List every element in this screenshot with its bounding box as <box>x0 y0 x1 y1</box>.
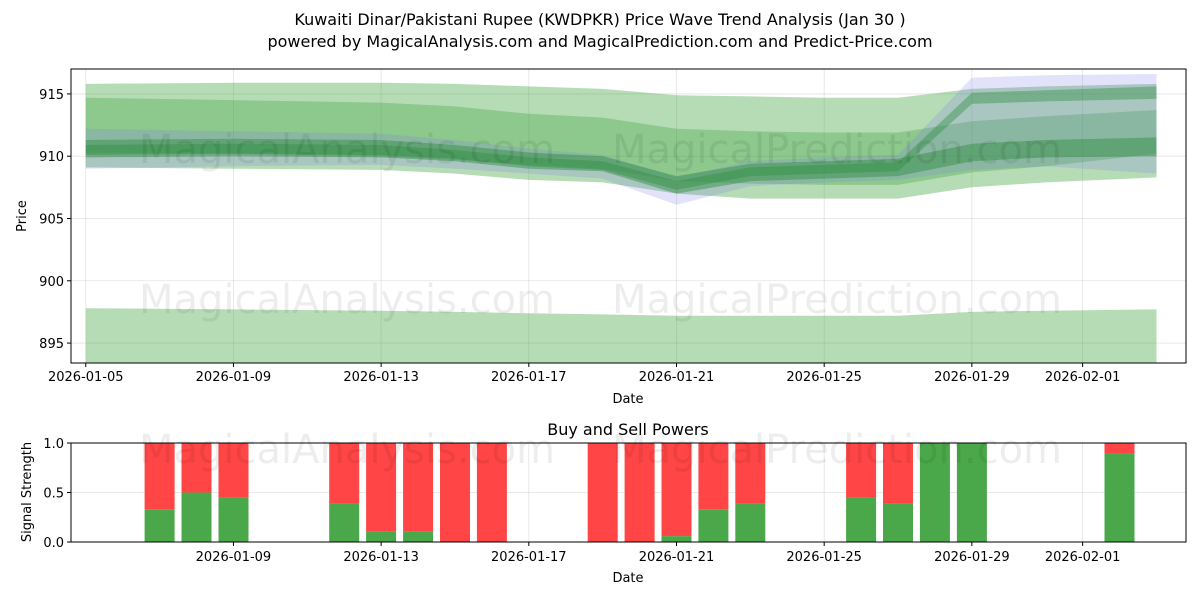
sell-bar-10 <box>661 443 692 537</box>
price-y-tick-label-4: 915 <box>39 88 64 103</box>
buy-bar-10 <box>661 536 692 542</box>
watermark-prediction-top: MagicalPrediction.com <box>612 127 1062 173</box>
price-y-ticks: 895 900 905 910 915 <box>39 88 71 352</box>
watermark-prediction-mid: MagicalPrediction.com <box>612 277 1062 323</box>
signal-x-label: Date <box>612 571 643 586</box>
buy-bar-13 <box>846 497 877 542</box>
price-y-tick-label-2: 905 <box>39 212 64 227</box>
buy-bar-11 <box>698 509 729 542</box>
price-band-1 <box>85 97 1157 185</box>
buy-bar-3 <box>329 503 360 542</box>
watermark-prediction-bottom: MagicalPrediction.com <box>612 427 1062 473</box>
price-x-tick-label-4: 2026-01-21 <box>639 370 715 385</box>
signal-y-label: Signal Strength <box>20 442 35 542</box>
buy-bar-16 <box>956 443 987 542</box>
price-x-tick-label-2: 2026-01-13 <box>343 370 419 385</box>
sell-bar-0 <box>144 443 175 510</box>
signal-x-ticks: 2026-01-09 2026-01-13 2026-01-17 2026-01-21… <box>196 542 1121 565</box>
buy-bar-14 <box>883 503 913 542</box>
signal-bars <box>144 443 1135 542</box>
price-band-5 <box>85 86 1157 190</box>
sell-bar-1 <box>181 443 212 493</box>
buy-bar-17 <box>1104 453 1135 542</box>
buy-bar-12 <box>735 503 766 542</box>
sell-bar-13 <box>846 443 877 498</box>
price-x-label: Date <box>612 392 643 407</box>
buy-bar-4 <box>366 531 397 542</box>
signal-y-tick-label-2: 1.0 <box>43 437 64 452</box>
watermark-analysis-bottom: MagicalAnalysis.com <box>139 427 555 473</box>
price-band-3 <box>85 74 1157 205</box>
signal-y-tick-label-0: 0.0 <box>43 536 64 551</box>
price-band-4 <box>85 137 1157 194</box>
sell-bar-12 <box>735 443 766 504</box>
price-band-2 <box>85 308 1157 363</box>
price-y-label: Price <box>15 200 30 232</box>
sell-bar-11 <box>698 443 729 510</box>
signal-chart-title: Buy and Sell Powers <box>547 420 709 439</box>
price-x-tick-label-7: 2026-02-01 <box>1045 370 1121 385</box>
price-x-tick-label-0: 2026-01-05 <box>48 370 124 385</box>
buy-bar-2 <box>218 497 249 542</box>
buy-bar-15 <box>919 443 950 542</box>
sell-bar-14 <box>883 443 913 504</box>
signal-y-ticks: 0.0 0.5 1.0 <box>43 437 71 551</box>
signal-x-tick-label-1: 2026-01-13 <box>343 550 419 565</box>
price-bands <box>85 74 1157 363</box>
signal-y-tick-label-1: 0.5 <box>43 487 64 502</box>
price-grid <box>71 69 1186 363</box>
signal-x-tick-label-2: 2026-01-17 <box>491 550 567 565</box>
price-x-tick-label-1: 2026-01-09 <box>196 370 272 385</box>
sell-bar-6 <box>440 443 470 542</box>
signal-x-tick-label-0: 2026-01-09 <box>196 550 272 565</box>
watermark-analysis-mid: MagicalAnalysis.com <box>139 277 555 323</box>
chart-title-line1: Kuwaiti Dinar/Pakistani Rupee (KWDPKR) P… <box>294 10 905 29</box>
signal-x-tick-label-5: 2026-01-29 <box>934 550 1010 565</box>
price-y-tick-label-0: 895 <box>39 337 64 352</box>
buy-bar-5 <box>403 531 434 542</box>
price-chart: MagicalAnalysis.com MagicalPrediction.co… <box>15 68 1187 407</box>
signal-x-tick-label-6: 2026-02-01 <box>1045 550 1121 565</box>
sell-bar-3 <box>329 443 360 504</box>
signal-x-tick-label-4: 2026-01-25 <box>786 550 862 565</box>
buy-bar-0 <box>144 509 175 542</box>
price-y-tick-label-1: 900 <box>39 275 64 290</box>
sell-bar-2 <box>218 443 249 498</box>
price-x-tick-label-6: 2026-01-29 <box>934 370 1010 385</box>
buy-bar-1 <box>181 492 212 542</box>
price-x-tick-label-3: 2026-01-17 <box>491 370 567 385</box>
signal-chart: Buy and Sell Powers MagicalAnalysis.com … <box>20 420 1187 586</box>
chart-title-line2: powered by MagicalAnalysis.com and Magic… <box>267 32 932 51</box>
sell-bar-9 <box>624 443 655 542</box>
sell-bar-17 <box>1104 443 1135 454</box>
price-band-0 <box>85 82 1157 199</box>
watermark-analysis-top: MagicalAnalysis.com <box>139 127 555 173</box>
sell-bar-4 <box>366 443 397 532</box>
price-x-tick-label-5: 2026-01-25 <box>786 370 862 385</box>
sell-bar-5 <box>403 443 434 532</box>
signal-x-tick-label-3: 2026-01-21 <box>639 550 715 565</box>
sell-bar-8 <box>587 443 618 542</box>
price-y-tick-label-3: 910 <box>39 150 64 165</box>
price-plot-frame <box>70 68 1187 364</box>
price-x-ticks: 2026-01-05 2026-01-09 2026-01-13 2026-01-17… <box>48 363 1120 385</box>
sell-bar-7 <box>476 443 507 542</box>
